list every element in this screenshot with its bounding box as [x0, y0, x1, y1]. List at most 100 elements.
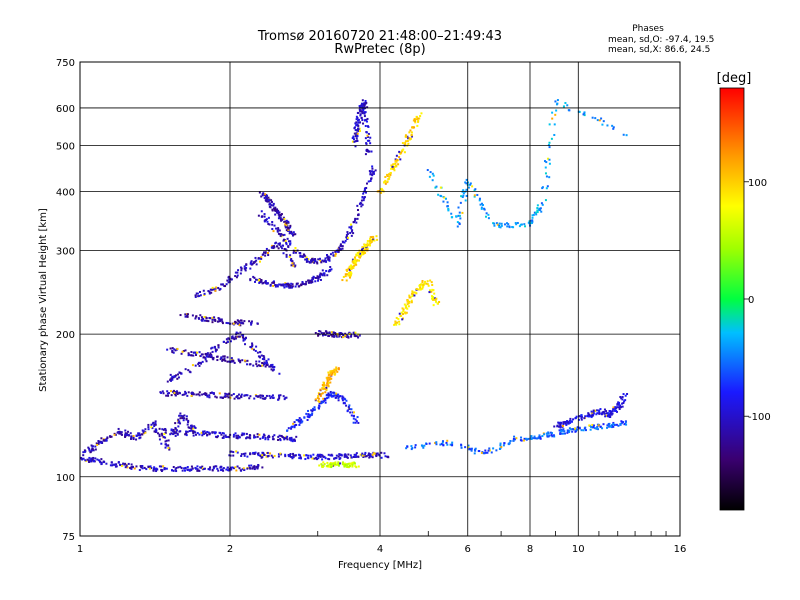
- scatter-point: [323, 455, 326, 458]
- scatter-point: [97, 442, 100, 445]
- scatter-point: [304, 458, 307, 461]
- scatter-point: [355, 221, 358, 224]
- scatter-point: [202, 430, 205, 433]
- scatter-point: [251, 342, 254, 345]
- scatter-point: [192, 434, 195, 437]
- scatter-point: [271, 369, 274, 372]
- scatter-point: [270, 201, 273, 204]
- scatter-point: [83, 450, 86, 453]
- scatter-point: [181, 469, 184, 472]
- scatter-point: [235, 469, 238, 472]
- chart-subtitle: RwPretec (8p): [334, 42, 425, 57]
- scatter-point: [200, 362, 203, 365]
- scatter-point: [164, 427, 167, 430]
- scatter-point: [153, 423, 156, 426]
- scatter-point: [166, 348, 169, 351]
- scatter-point: [99, 460, 102, 463]
- scatter-point: [192, 430, 195, 433]
- scatter-point: [354, 258, 357, 261]
- scatter-point: [184, 392, 187, 395]
- grid-lines: [80, 62, 680, 536]
- scatter-point: [543, 433, 546, 436]
- scatter-point: [240, 269, 243, 272]
- scatter-point: [287, 285, 290, 288]
- scatter-point: [591, 412, 594, 415]
- scatter-point: [561, 429, 564, 432]
- scatter-point: [432, 298, 435, 301]
- scatter-point: [366, 150, 369, 153]
- scatter-point: [546, 157, 549, 160]
- scatter-point: [330, 377, 333, 380]
- scatter-point: [546, 435, 549, 438]
- scatter-point: [575, 415, 578, 418]
- scatter-point: [173, 432, 176, 435]
- scatter-point: [105, 439, 108, 442]
- scatter-point: [278, 395, 281, 398]
- scatter-point: [619, 395, 622, 398]
- scatter-point: [411, 126, 414, 129]
- scatter-point: [333, 464, 336, 467]
- scatter-point: [109, 435, 112, 438]
- scatter-point: [346, 456, 349, 459]
- y-tick-label: 75: [62, 532, 75, 543]
- scatter-point: [596, 119, 599, 122]
- scatter-point: [211, 469, 214, 472]
- scatter-point: [140, 466, 143, 469]
- scatter-point: [185, 434, 188, 437]
- scatter-point: [91, 445, 94, 448]
- scatter-point: [356, 123, 359, 126]
- scatter-point: [307, 413, 310, 416]
- scatter-point: [224, 285, 227, 288]
- scatter-point: [262, 453, 265, 456]
- scatter-point: [326, 274, 329, 277]
- scatter-point: [222, 432, 225, 435]
- scatter-point: [301, 255, 304, 258]
- scatter-point: [231, 466, 234, 469]
- scatter-point: [469, 182, 472, 185]
- scatter-point: [306, 259, 309, 262]
- scatter-point: [366, 134, 369, 137]
- scatter-point: [360, 110, 363, 113]
- scatter-point: [233, 322, 236, 325]
- scatter-point: [408, 296, 411, 299]
- scatter-point: [282, 395, 285, 398]
- scatter-point: [359, 252, 362, 255]
- scatter-point: [249, 467, 252, 470]
- scatter-point: [541, 186, 544, 189]
- scatter-point: [288, 286, 291, 289]
- scatter-point: [187, 419, 190, 422]
- scatter-point: [180, 467, 183, 470]
- scatter-point: [572, 428, 575, 431]
- scatter-point: [602, 120, 605, 123]
- scatter-point: [358, 105, 361, 108]
- scatter-point: [355, 263, 358, 266]
- scatter-point: [358, 129, 361, 132]
- scatter-point: [294, 251, 297, 254]
- scatter-point: [473, 448, 476, 451]
- scatter-point: [124, 433, 127, 436]
- scatter-point: [322, 455, 325, 458]
- scatter-point: [545, 187, 548, 190]
- scatter-point: [242, 339, 245, 342]
- scatter-point: [127, 462, 130, 465]
- scatter-point: [187, 369, 190, 372]
- scatter-point: [219, 287, 222, 290]
- scatter-point: [439, 186, 442, 189]
- scatter-point: [257, 364, 260, 367]
- scatter-point: [186, 469, 189, 472]
- scatter-point: [346, 231, 349, 234]
- scatter-point: [205, 355, 208, 358]
- scatter-point: [335, 392, 338, 395]
- scatter-point: [356, 416, 359, 419]
- scatter-point: [204, 353, 207, 356]
- scatter-point: [320, 401, 323, 404]
- scatter-point: [130, 467, 133, 470]
- scatter-point: [178, 430, 181, 433]
- scatter-point: [465, 188, 468, 191]
- scatter-point: [289, 286, 292, 289]
- scatter-point: [602, 423, 605, 426]
- scatter-point: [584, 415, 587, 418]
- scatter-point: [476, 193, 479, 196]
- scatter-point: [271, 281, 274, 284]
- scatter-point: [607, 425, 610, 428]
